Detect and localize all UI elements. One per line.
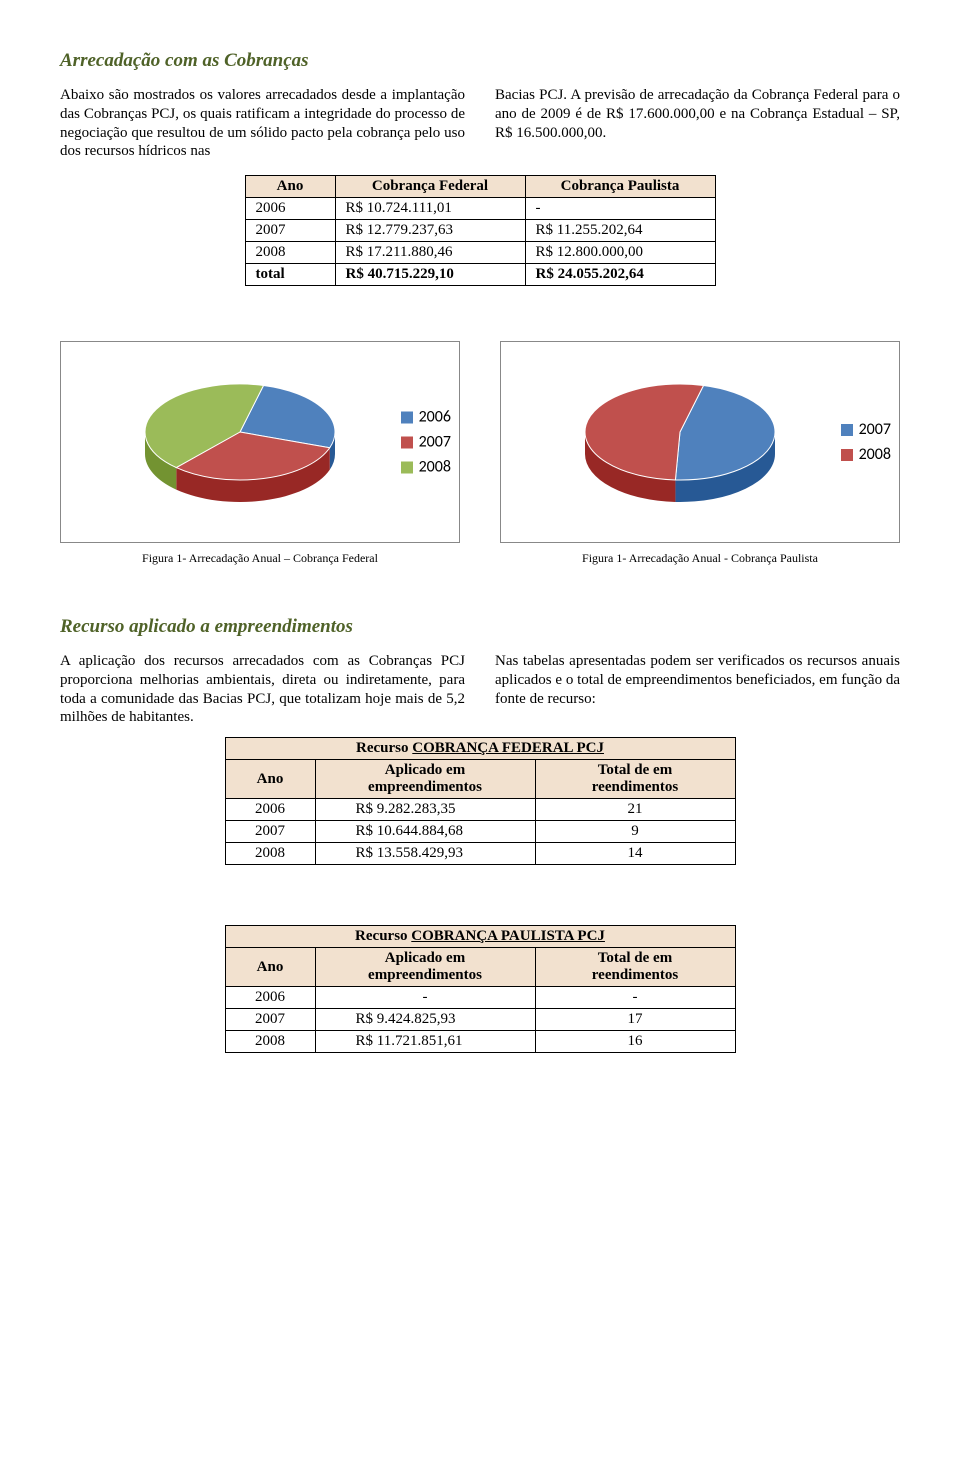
caption-right: Figura 1- Arrecadação Anual - Cobrança P… — [500, 551, 900, 566]
pie-chart-paulista — [570, 362, 830, 522]
legend-item: 2008 — [841, 445, 891, 464]
table-header: Aplicado emempreendimentos — [315, 760, 535, 799]
table-cell: R$ 12.800.000,00 — [525, 242, 715, 264]
pie-chart-federal — [130, 362, 390, 522]
table-cell: R$ 13.558.429,93 — [315, 843, 535, 865]
section1-paragraphs: Abaixo são mostrados os valores arrecada… — [60, 86, 900, 161]
chart-federal: 2006 2007 2008 — [60, 341, 460, 543]
table-cell: R$ 9.282.283,35 — [315, 799, 535, 821]
table-cell: - — [525, 198, 715, 220]
table-cell: R$ 10.724.111,01 — [335, 198, 525, 220]
legend-label: 2006 — [419, 408, 451, 427]
legend-swatch — [841, 424, 853, 436]
table-cell: 16 — [535, 1031, 735, 1053]
section2-right-col: Nas tabelas apresentadas podem ser verif… — [495, 652, 900, 727]
table-header: Ano — [225, 760, 315, 799]
section1-left-col: Abaixo são mostrados os valores arrecada… — [60, 86, 465, 161]
table-cell: 14 — [535, 843, 735, 865]
table-cell: 2006 — [245, 198, 335, 220]
table-cell: 2006 — [225, 987, 315, 1009]
legend-swatch — [401, 436, 413, 448]
table-cell-total: total — [245, 264, 335, 286]
table-header: Aplicado emempreendimentos — [315, 948, 535, 987]
legend-label: 2007 — [859, 420, 891, 439]
chart-paulista: 2007 2008 — [500, 341, 900, 543]
table-cell: 2008 — [225, 843, 315, 865]
legend-label: 2008 — [859, 445, 891, 464]
caption-left: Figura 1- Arrecadação Anual – Cobrança F… — [60, 551, 460, 566]
table-header: Cobrança Federal — [335, 176, 525, 198]
table-cell: 2008 — [225, 1031, 315, 1053]
table-cell: R$ 12.779.237,63 — [335, 220, 525, 242]
table-cell: R$ 11.255.202,64 — [525, 220, 715, 242]
table-cell: R$ 10.644.884,68 — [315, 821, 535, 843]
table-cell: 2007 — [225, 821, 315, 843]
caption-row: Figura 1- Arrecadação Anual – Cobrança F… — [60, 551, 900, 566]
section2-left-col: A aplicação dos recursos arrecadados com… — [60, 652, 465, 727]
recurso-paulista-table: Recurso COBRANÇA PAULISTA PCJAnoAplicado… — [225, 925, 736, 1053]
table-cell-total: R$ 40.715.229,10 — [335, 264, 525, 286]
table-cell: 9 — [535, 821, 735, 843]
legend-paulista: 2007 2008 — [841, 414, 891, 470]
table-cell: - — [535, 987, 735, 1009]
section1-right-col: Bacias PCJ. A previsão de arrecadação da… — [495, 86, 900, 161]
table-cell: R$ 17.211.880,46 — [335, 242, 525, 264]
legend-item: 2006 — [401, 408, 451, 427]
legend-swatch — [841, 449, 853, 461]
table-header: Ano — [225, 948, 315, 987]
table-cell: 2008 — [245, 242, 335, 264]
section1-title: Arrecadação com as Cobranças — [60, 50, 900, 72]
table-cell: 2007 — [225, 1009, 315, 1031]
table-cell: 2006 — [225, 799, 315, 821]
table-title: Recurso COBRANÇA PAULISTA PCJ — [225, 926, 735, 948]
legend-item: 2007 — [841, 420, 891, 439]
legend-label: 2008 — [419, 458, 451, 477]
legend-label: 2007 — [419, 433, 451, 452]
section2-paragraphs: A aplicação dos recursos arrecadados com… — [60, 652, 900, 727]
table-cell: R$ 11.721.851,61 — [315, 1031, 535, 1053]
table-cell-total: R$ 24.055.202,64 — [525, 264, 715, 286]
table-cell: 17 — [535, 1009, 735, 1031]
recurso-federal-table: Recurso COBRANÇA FEDERAL PCJAnoAplicado … — [225, 737, 736, 865]
legend-item: 2007 — [401, 433, 451, 452]
table-cell: 2007 — [245, 220, 335, 242]
legend-item: 2008 — [401, 458, 451, 477]
table-cell: R$ 9.424.825,93 — [315, 1009, 535, 1031]
table-cell: 21 — [535, 799, 735, 821]
table-header: Total de emreendimentos — [535, 760, 735, 799]
legend-swatch — [401, 411, 413, 423]
table-header: Total de emreendimentos — [535, 948, 735, 987]
chart-row: 2006 2007 2008 2007 2008 — [60, 341, 900, 543]
table-cell: - — [315, 987, 535, 1009]
table-header: Cobrança Paulista — [525, 176, 715, 198]
arrecadacao-table: AnoCobrança FederalCobrança Paulista 2006… — [245, 175, 716, 286]
table-title: Recurso COBRANÇA FEDERAL PCJ — [225, 738, 735, 760]
table-header: Ano — [245, 176, 335, 198]
legend-swatch — [401, 461, 413, 473]
section2-title: Recurso aplicado a empreendimentos — [60, 616, 900, 638]
legend-federal: 2006 2007 2008 — [401, 402, 451, 483]
